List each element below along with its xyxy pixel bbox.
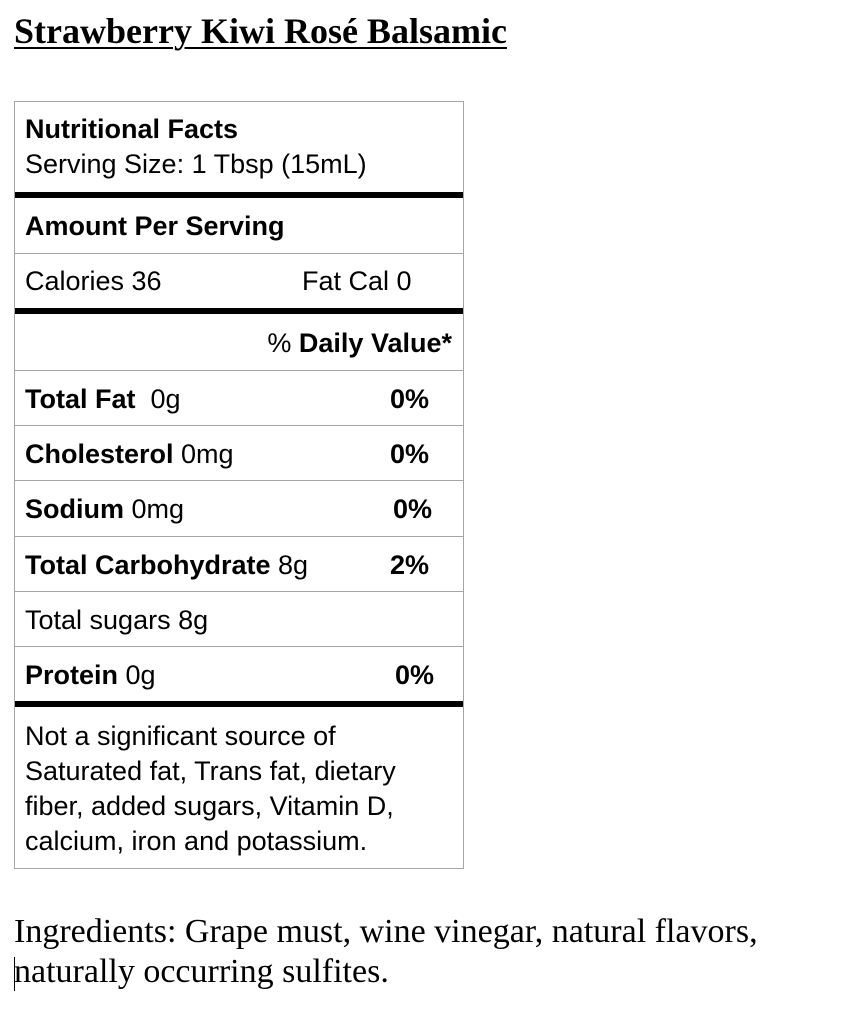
ingredients-statement: Ingredients: Grape must, wine vinegar, n… (14, 913, 758, 990)
divider-thick (15, 701, 463, 707)
nutrient-row-cholesterol: Cholesterol 0mg 0% (15, 437, 463, 471)
nutrient-daily-percent: 2% (390, 550, 430, 580)
nutrient-name: Protein (25, 660, 119, 690)
divider (15, 646, 463, 647)
divider-thick (15, 308, 463, 314)
nutrition-footnote: Not a significant source of Saturated fa… (15, 719, 455, 859)
nutrient-amount: 0g (135, 384, 181, 414)
amount-per-serving-text: Amount Per Serving (25, 211, 285, 241)
nutrient-amount: 0g (118, 660, 156, 690)
footnote-text: Not a significant source of Saturated fa… (25, 721, 396, 856)
calories-value: Calories 36 (25, 266, 162, 296)
nutrient-daily-percent: 0% (390, 384, 430, 414)
product-title: Strawberry Kiwi Rosé Balsamic (14, 11, 507, 51)
serving-size-text: Serving Size: 1 Tbsp (15mL) (25, 149, 367, 179)
nutrient-amount: 8g (270, 550, 309, 580)
nutrient-row-sodium: Sodium 0mg 0% (15, 492, 463, 526)
calories-row: Calories 36 Fat Cal 0 (15, 264, 463, 298)
divider (15, 536, 463, 537)
divider (15, 425, 463, 426)
nutrient-name: Total Carbohydrate (25, 550, 271, 580)
nutrient-name: Sodium (25, 494, 124, 524)
nutrient-name: Total Fat (25, 384, 136, 414)
divider (15, 591, 463, 592)
nutrition-heading-text: Nutritional Facts (25, 114, 239, 144)
text-cursor (14, 957, 15, 991)
nutrient-daily-percent: 0% (395, 660, 435, 690)
nutrient-row-total-carbohydrate: Total Carbohydrate 8g 2% (15, 548, 463, 582)
divider (15, 370, 463, 371)
nutrient-amount: 0mg (173, 439, 234, 469)
divider (15, 253, 463, 254)
nutrient-amount: Total sugars 8g (25, 605, 209, 635)
nutrient-daily-percent: 0% (393, 494, 433, 524)
serving-size: Serving Size: 1 Tbsp (15mL) (15, 147, 463, 181)
nutrient-row-total-sugars: Total sugars 8g (15, 603, 463, 637)
divider-thick (15, 192, 463, 198)
nutrient-daily-percent: 0% (390, 439, 430, 469)
nutrition-heading: Nutritional Facts (15, 112, 463, 146)
nutrient-row-protein: Protein 0g 0% (15, 658, 463, 692)
nutrition-facts-panel: Nutritional Facts Serving Size: 1 Tbsp (… (14, 101, 464, 869)
fat-calories-value: Fat Cal 0 (302, 266, 412, 296)
daily-value-percent: % (267, 328, 299, 358)
nutrient-row-total-fat: Total Fat 0g 0% (15, 382, 463, 416)
amount-per-serving: Amount Per Serving (15, 209, 463, 243)
divider (15, 480, 463, 481)
nutrient-amount: 0mg (124, 494, 185, 524)
nutrient-name: Cholesterol (25, 439, 174, 469)
daily-value-header: % Daily Value* (15, 326, 463, 360)
daily-value-label: Daily Value* (298, 328, 452, 358)
